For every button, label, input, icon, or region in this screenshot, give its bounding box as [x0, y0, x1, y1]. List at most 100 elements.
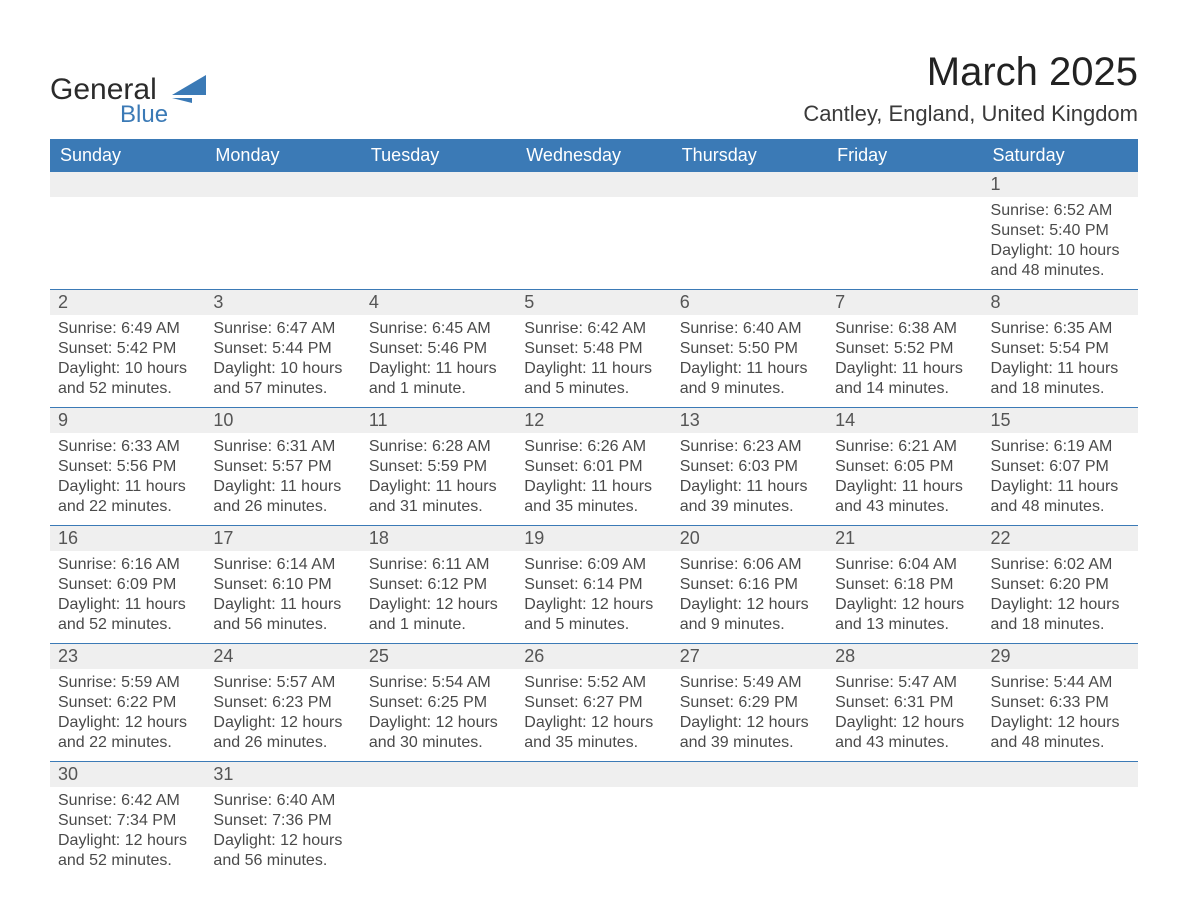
- sunrise-line: Sunrise: 6:40 AM: [680, 319, 819, 339]
- day-number: 4: [369, 292, 379, 312]
- daylight-line-2: and 56 minutes.: [213, 615, 352, 635]
- week-info-row: Sunrise: 6:33 AMSunset: 5:56 PMDaylight:…: [50, 433, 1138, 526]
- week-info-row: Sunrise: 6:52 AMSunset: 5:40 PMDaylight:…: [50, 197, 1138, 290]
- day-number-cell: 29: [983, 644, 1138, 670]
- daylight-line-1: Daylight: 11 hours: [369, 359, 508, 379]
- sunrise-line: Sunrise: 6:21 AM: [835, 437, 974, 457]
- daylight-line-2: and 48 minutes.: [991, 261, 1130, 281]
- day-number: 18: [369, 528, 389, 548]
- day-number: 13: [680, 410, 700, 430]
- sunrise-line: Sunrise: 5:52 AM: [524, 673, 663, 693]
- daylight-line-1: Daylight: 11 hours: [835, 477, 974, 497]
- sunset-line: Sunset: 5:57 PM: [213, 457, 352, 477]
- day-number: 14: [835, 410, 855, 430]
- day-info-cell: Sunrise: 6:04 AMSunset: 6:18 PMDaylight:…: [827, 551, 982, 644]
- day-number-cell: 26: [516, 644, 671, 670]
- day-info-cell: Sunrise: 6:45 AMSunset: 5:46 PMDaylight:…: [361, 315, 516, 408]
- day-number: 11: [369, 410, 388, 430]
- sunrise-line: Sunrise: 6:47 AM: [213, 319, 352, 339]
- day-info-cell: [50, 197, 205, 290]
- day-number: 12: [524, 410, 544, 430]
- day-number-cell: 17: [205, 526, 360, 552]
- day-number: 15: [991, 410, 1011, 430]
- day-info-cell: Sunrise: 6:42 AMSunset: 7:34 PMDaylight:…: [50, 787, 205, 879]
- day-info-cell: [516, 197, 671, 290]
- daylight-line-2: and 43 minutes.: [835, 733, 974, 753]
- sunrise-line: Sunrise: 6:28 AM: [369, 437, 508, 457]
- page-title: March 2025: [803, 50, 1138, 95]
- logo-mark-icon: [172, 75, 206, 103]
- sunset-line: Sunset: 6:05 PM: [835, 457, 974, 477]
- sunset-line: Sunset: 5:46 PM: [369, 339, 508, 359]
- sunrise-line: Sunrise: 6:14 AM: [213, 555, 352, 575]
- daylight-line-1: Daylight: 12 hours: [524, 595, 663, 615]
- week-info-row: Sunrise: 6:42 AMSunset: 7:34 PMDaylight:…: [50, 787, 1138, 879]
- daylight-line-2: and 48 minutes.: [991, 497, 1130, 517]
- daylight-line-2: and 56 minutes.: [213, 851, 352, 871]
- day-info-cell: Sunrise: 6:26 AMSunset: 6:01 PMDaylight:…: [516, 433, 671, 526]
- week-number-row: 1: [50, 172, 1138, 197]
- daylight-line-1: Daylight: 11 hours: [58, 595, 197, 615]
- logo: General Blue: [50, 75, 206, 127]
- day-header: Saturday: [983, 139, 1138, 172]
- sunrise-line: Sunrise: 5:54 AM: [369, 673, 508, 693]
- day-info-cell: Sunrise: 5:47 AMSunset: 6:31 PMDaylight:…: [827, 669, 982, 762]
- day-number-cell: 24: [205, 644, 360, 670]
- day-number-cell: 9: [50, 408, 205, 434]
- sunset-line: Sunset: 6:07 PM: [991, 457, 1130, 477]
- day-info-cell: Sunrise: 6:47 AMSunset: 5:44 PMDaylight:…: [205, 315, 360, 408]
- day-info-cell: Sunrise: 6:40 AMSunset: 5:50 PMDaylight:…: [672, 315, 827, 408]
- day-number: 3: [213, 292, 223, 312]
- day-info-cell: Sunrise: 6:49 AMSunset: 5:42 PMDaylight:…: [50, 315, 205, 408]
- day-number-cell: 6: [672, 290, 827, 316]
- day-number: 30: [58, 764, 78, 784]
- daylight-line-1: Daylight: 12 hours: [58, 831, 197, 851]
- day-number-cell: 7: [827, 290, 982, 316]
- calendar-body: 1Sunrise: 6:52 AMSunset: 5:40 PMDaylight…: [50, 172, 1138, 879]
- sunrise-line: Sunrise: 5:44 AM: [991, 673, 1130, 693]
- day-info-cell: Sunrise: 6:31 AMSunset: 5:57 PMDaylight:…: [205, 433, 360, 526]
- day-info-cell: Sunrise: 6:11 AMSunset: 6:12 PMDaylight:…: [361, 551, 516, 644]
- daylight-line-2: and 35 minutes.: [524, 733, 663, 753]
- sunrise-line: Sunrise: 6:42 AM: [58, 791, 197, 811]
- daylight-line-1: Daylight: 12 hours: [58, 713, 197, 733]
- sunrise-line: Sunrise: 6:31 AM: [213, 437, 352, 457]
- day-number-cell: 23: [50, 644, 205, 670]
- day-number-cell: [672, 762, 827, 788]
- daylight-line-2: and 9 minutes.: [680, 615, 819, 635]
- sunset-line: Sunset: 5:40 PM: [991, 221, 1130, 241]
- day-header: Tuesday: [361, 139, 516, 172]
- daylight-line-2: and 39 minutes.: [680, 497, 819, 517]
- day-info-cell: Sunrise: 5:59 AMSunset: 6:22 PMDaylight:…: [50, 669, 205, 762]
- daylight-line-1: Daylight: 12 hours: [835, 595, 974, 615]
- day-info-cell: Sunrise: 5:54 AMSunset: 6:25 PMDaylight:…: [361, 669, 516, 762]
- daylight-line-1: Daylight: 12 hours: [213, 713, 352, 733]
- sunset-line: Sunset: 5:50 PM: [680, 339, 819, 359]
- daylight-line-2: and 39 minutes.: [680, 733, 819, 753]
- day-number: 16: [58, 528, 78, 548]
- week-number-row: 2345678: [50, 290, 1138, 316]
- daylight-line-1: Daylight: 11 hours: [835, 359, 974, 379]
- day-number-cell: 4: [361, 290, 516, 316]
- day-number-cell: [827, 172, 982, 197]
- sunrise-line: Sunrise: 6:06 AM: [680, 555, 819, 575]
- day-number: 19: [524, 528, 544, 548]
- daylight-line-1: Daylight: 10 hours: [213, 359, 352, 379]
- day-header: Thursday: [672, 139, 827, 172]
- day-number-cell: 13: [672, 408, 827, 434]
- day-number: 8: [991, 292, 1001, 312]
- sunset-line: Sunset: 6:12 PM: [369, 575, 508, 595]
- daylight-line-1: Daylight: 12 hours: [213, 831, 352, 851]
- day-number: 24: [213, 646, 233, 666]
- daylight-line-1: Daylight: 12 hours: [369, 713, 508, 733]
- week-number-row: 3031: [50, 762, 1138, 788]
- sunset-line: Sunset: 6:31 PM: [835, 693, 974, 713]
- week-info-row: Sunrise: 6:49 AMSunset: 5:42 PMDaylight:…: [50, 315, 1138, 408]
- daylight-line-1: Daylight: 12 hours: [680, 713, 819, 733]
- day-number: 1: [991, 174, 1001, 194]
- sunrise-line: Sunrise: 6:52 AM: [991, 201, 1130, 221]
- sunset-line: Sunset: 7:34 PM: [58, 811, 197, 831]
- day-number: 26: [524, 646, 544, 666]
- day-number-cell: 10: [205, 408, 360, 434]
- day-number: 22: [991, 528, 1011, 548]
